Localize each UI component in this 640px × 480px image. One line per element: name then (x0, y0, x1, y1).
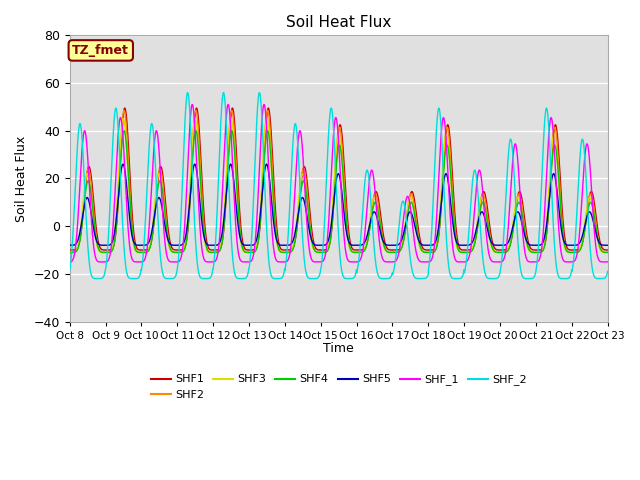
SHF_1 (495, 259, 503, 265)
SHF_2 (572, 232, 579, 238)
SHF5 (388, 242, 396, 248)
Line: SHF4: SHF4 (70, 131, 608, 252)
SHF_1 (604, 259, 612, 265)
SHF2 (557, 196, 564, 202)
SHF3 (66, 250, 74, 255)
SHF5 (604, 242, 612, 248)
Line: SHF5: SHF5 (70, 164, 608, 245)
SHF4 (66, 250, 74, 255)
SHF1 (216, 246, 224, 252)
SHF3 (604, 250, 612, 255)
Line: SHF_2: SHF_2 (70, 93, 608, 278)
SHF1 (366, 221, 374, 227)
SHF_2 (495, 273, 503, 278)
Line: SHF_1: SHF_1 (70, 105, 608, 262)
SHF2 (604, 250, 612, 255)
Legend: SHF1, SHF2, SHF3, SHF4, SHF5, SHF_1, SHF_2: SHF1, SHF2, SHF3, SHF4, SHF5, SHF_1, SHF… (146, 370, 531, 405)
SHF3 (366, 216, 374, 222)
SHF_1 (66, 259, 74, 265)
SHF4 (366, 223, 374, 228)
Line: SHF1: SHF1 (70, 108, 608, 250)
SHF_1 (216, 231, 224, 237)
SHF2 (216, 247, 224, 253)
SHF_2 (184, 90, 191, 96)
SHF4 (557, 204, 564, 209)
Y-axis label: Soil Heat Flux: Soil Heat Flux (15, 135, 28, 222)
SHF4 (354, 250, 362, 255)
SHF_2 (66, 267, 74, 273)
SHF2 (354, 250, 362, 255)
SHF1 (66, 247, 74, 253)
SHF1 (495, 247, 503, 253)
SHF3 (557, 206, 564, 212)
SHF_2 (604, 268, 612, 274)
SHF3 (355, 250, 362, 255)
SHF_2 (366, 190, 374, 195)
SHF5 (355, 242, 362, 248)
SHF_2 (355, 260, 362, 265)
Text: TZ_fmet: TZ_fmet (72, 44, 129, 57)
SHF2 (66, 250, 74, 255)
SHF5 (366, 221, 374, 227)
SHF_1 (188, 102, 196, 108)
SHF_1 (572, 256, 579, 262)
SHF5 (119, 161, 127, 167)
Title: Soil Heat Flux: Soil Heat Flux (286, 15, 391, 30)
SHF_2 (94, 276, 102, 281)
SHF4 (120, 128, 128, 133)
SHF5 (557, 221, 564, 227)
SHF4 (604, 250, 612, 255)
SHF1 (121, 105, 129, 111)
SHF3 (120, 116, 127, 121)
SHF4 (572, 250, 579, 255)
SHF_1 (557, 246, 564, 252)
SHF3 (216, 245, 224, 251)
SHF1 (604, 247, 612, 253)
Line: SHF3: SHF3 (70, 119, 608, 252)
SHF_2 (557, 276, 564, 281)
Line: SHF2: SHF2 (70, 110, 608, 252)
SHF1 (355, 247, 362, 253)
SHF1 (557, 181, 564, 187)
SHF5 (572, 242, 579, 248)
SHF4 (355, 250, 362, 255)
SHF_1 (422, 259, 429, 265)
SHF2 (495, 250, 503, 255)
SHF4 (216, 248, 224, 253)
SHF5 (66, 242, 74, 248)
SHF4 (495, 250, 503, 255)
SHF2 (366, 218, 374, 224)
SHF1 (355, 247, 362, 253)
SHF5 (216, 239, 224, 245)
SHF2 (572, 250, 579, 255)
SHF3 (495, 250, 503, 255)
SHF1 (572, 247, 579, 253)
SHF_1 (366, 174, 374, 180)
SHF2 (355, 250, 362, 255)
SHF5 (495, 242, 503, 248)
SHF_1 (355, 259, 362, 264)
SHF2 (120, 108, 128, 113)
X-axis label: Time: Time (323, 342, 354, 355)
SHF3 (572, 250, 579, 255)
SHF_2 (216, 133, 224, 139)
